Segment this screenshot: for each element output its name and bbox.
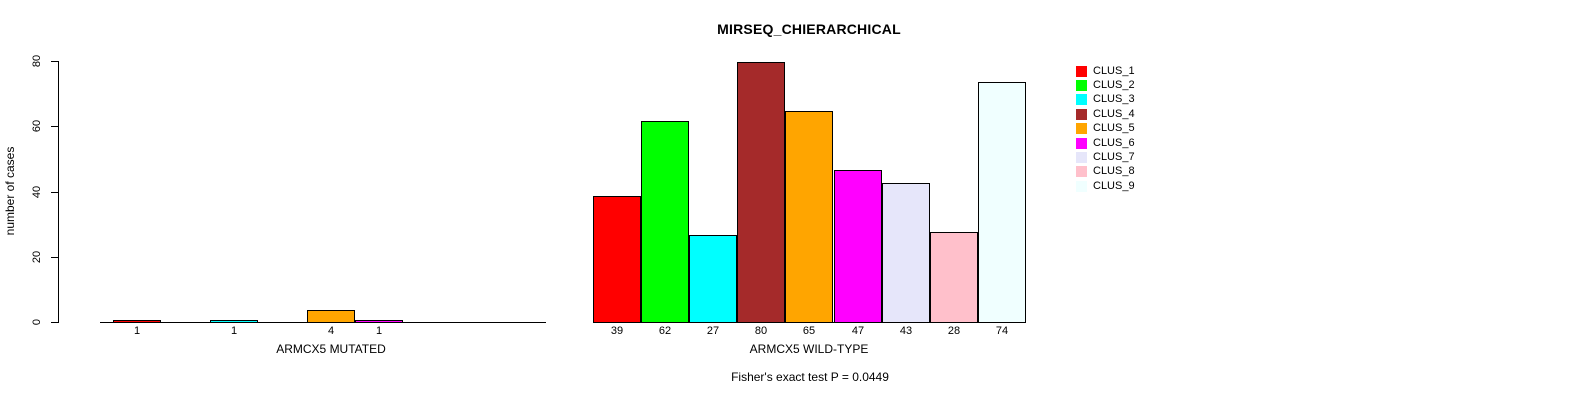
legend-item-clus_7: CLUS_7 bbox=[1076, 150, 1135, 164]
legend-label: CLUS_9 bbox=[1093, 179, 1135, 192]
y-axis-spine bbox=[58, 61, 59, 323]
legend-label: CLUS_1 bbox=[1093, 64, 1135, 77]
legend-label: CLUS_6 bbox=[1093, 136, 1135, 149]
legend-swatch-clus_4 bbox=[1076, 108, 1087, 120]
legend-item-clus_3: CLUS_3 bbox=[1076, 93, 1135, 107]
bar-clus_3 bbox=[689, 235, 737, 323]
legend-item-clus_2: CLUS_2 bbox=[1076, 78, 1135, 92]
bar-clus_5 bbox=[785, 111, 833, 323]
bar-value-label: 39 bbox=[610, 325, 624, 337]
y-axis-tick-label: 60 bbox=[31, 119, 43, 133]
legend-item-clus_8: CLUS_8 bbox=[1076, 165, 1135, 179]
legend-item-clus_5: CLUS_5 bbox=[1076, 122, 1135, 136]
legend-swatch-clus_1 bbox=[1076, 65, 1087, 77]
legend-swatch-clus_6 bbox=[1076, 137, 1087, 149]
bar-clus_9 bbox=[978, 82, 1026, 323]
legend-item-clus_6: CLUS_6 bbox=[1076, 136, 1135, 150]
legend-swatch-clus_3 bbox=[1076, 94, 1087, 106]
legend-label: CLUS_4 bbox=[1093, 107, 1135, 120]
bar-value-label: 28 bbox=[947, 325, 961, 337]
y-axis-tick-label: 20 bbox=[31, 250, 43, 264]
fisher-test-annotation: Fisher's exact test P = 0.0449 bbox=[731, 370, 889, 384]
bar-clus_1 bbox=[113, 320, 161, 323]
bar-clus_5 bbox=[307, 310, 355, 323]
y-axis-tick bbox=[51, 126, 58, 127]
legend-label: CLUS_8 bbox=[1093, 165, 1135, 178]
bar-value-label: 74 bbox=[995, 325, 1009, 337]
y-axis-tick bbox=[51, 61, 58, 62]
y-axis-tick bbox=[51, 192, 58, 193]
legend-item-clus_9: CLUS_9 bbox=[1076, 179, 1135, 193]
bar-value-label: 1 bbox=[133, 325, 141, 337]
y-axis-tick-label: 40 bbox=[31, 185, 43, 199]
x-axis-group-label: ARMCX5 WILD-TYPE bbox=[749, 342, 869, 356]
bar-clus_3 bbox=[210, 320, 258, 323]
y-axis-title: number of cases bbox=[3, 146, 17, 236]
bar-value-label: 1 bbox=[230, 325, 238, 337]
legend-label: CLUS_5 bbox=[1093, 122, 1135, 135]
bar-clus_4 bbox=[737, 62, 785, 323]
bar-value-label: 65 bbox=[802, 325, 816, 337]
bar-clus_1 bbox=[593, 196, 641, 323]
bar-value-label: 1 bbox=[375, 325, 383, 337]
bar-value-label: 43 bbox=[899, 325, 913, 337]
x-axis-group-label: ARMCX5 MUTATED bbox=[276, 342, 386, 356]
bar-value-label: 62 bbox=[658, 325, 672, 337]
bar-value-label: 27 bbox=[706, 325, 720, 337]
y-axis-tick bbox=[51, 322, 58, 323]
legend: CLUS_1 CLUS_2 CLUS_3 CLUS_4 CLUS_5 CLUS_6 CLUS… bbox=[1076, 64, 1135, 194]
legend-swatch-clus_7 bbox=[1076, 152, 1087, 164]
legend-swatch-clus_2 bbox=[1076, 80, 1087, 92]
y-axis-tick bbox=[51, 257, 58, 258]
bar-value-label: 47 bbox=[851, 325, 865, 337]
legend-label: CLUS_3 bbox=[1093, 93, 1135, 106]
bar-clus_8 bbox=[930, 232, 978, 323]
y-axis-tick-label: 80 bbox=[31, 54, 43, 68]
bar-clus_6 bbox=[834, 170, 882, 323]
y-axis-tick-label: 0 bbox=[31, 318, 43, 326]
bar-value-label: 80 bbox=[754, 325, 768, 337]
legend-label: CLUS_7 bbox=[1093, 151, 1135, 164]
bar-clus_2 bbox=[641, 121, 689, 323]
legend-swatch-clus_9 bbox=[1076, 180, 1087, 192]
legend-swatch-clus_5 bbox=[1076, 123, 1087, 135]
bar-value-label: 4 bbox=[327, 325, 335, 337]
legend-item-clus_4: CLUS_4 bbox=[1076, 107, 1135, 121]
legend-swatch-clus_8 bbox=[1076, 166, 1087, 178]
bar-clus_6 bbox=[355, 320, 403, 323]
bar-clus_7 bbox=[882, 183, 930, 323]
legend-label: CLUS_2 bbox=[1093, 79, 1135, 92]
chart-title: MIRSEQ_CHIERARCHICAL bbox=[717, 21, 901, 37]
legend-item-clus_1: CLUS_1 bbox=[1076, 64, 1135, 78]
